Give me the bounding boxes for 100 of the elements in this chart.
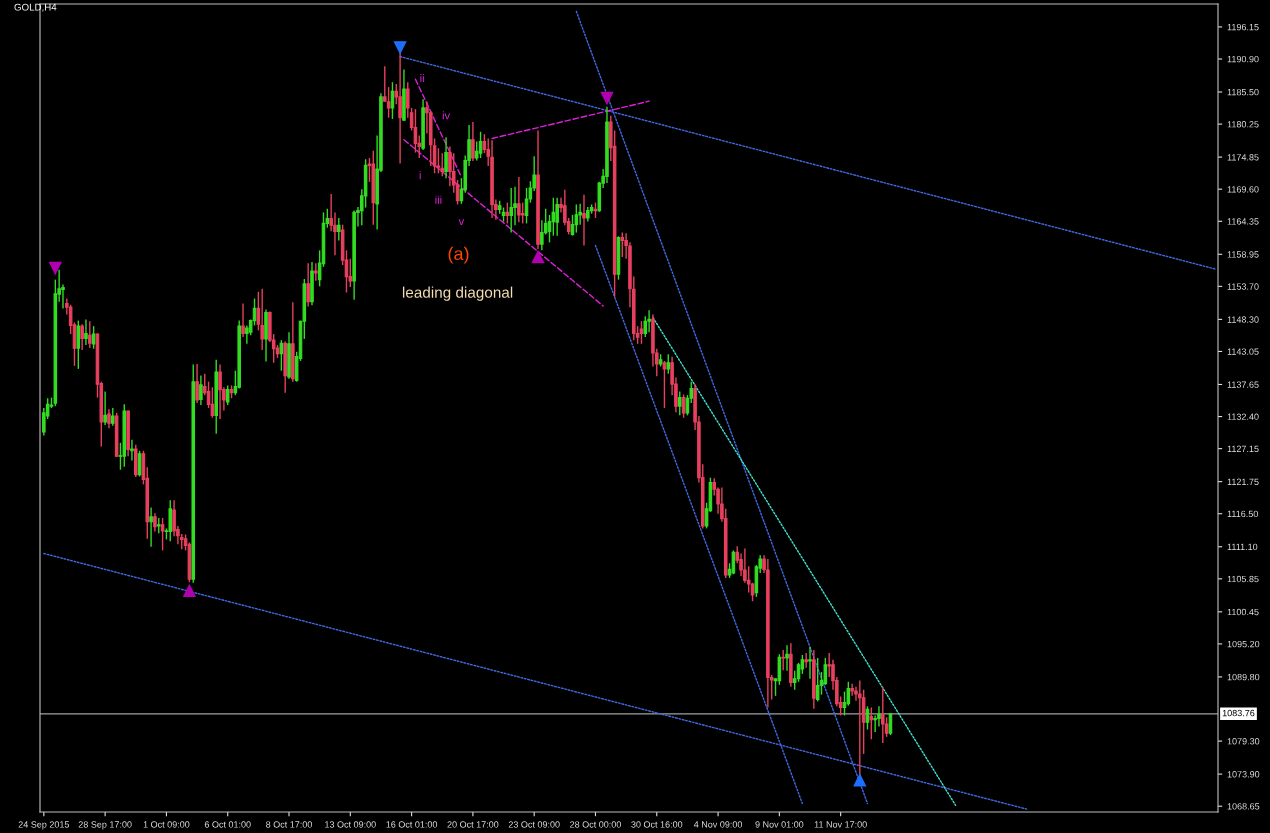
annotation: leading diagonal <box>402 286 513 301</box>
candlestick <box>505 201 510 225</box>
candlestick <box>168 499 173 542</box>
x-tick-label: 30 Oct 16:00 <box>631 821 683 828</box>
candlestick <box>804 652 808 669</box>
x-tick-label: 16 Oct 01:00 <box>386 821 438 828</box>
candlestick <box>520 201 525 225</box>
x-tick-label: 20 Oct 17:00 <box>447 821 499 828</box>
candlestick <box>76 319 81 370</box>
x-tick-label: 24 Sep 2015 <box>18 821 70 830</box>
y-tick-label: 1174.85 <box>1227 154 1259 161</box>
point <box>531 250 545 264</box>
annotation: v <box>458 219 465 226</box>
candlestick <box>107 408 111 429</box>
y-tick-label: 1116.50 <box>1227 510 1258 518</box>
x-tick-label: 1 Oct 09:00 <box>143 821 190 828</box>
point <box>49 261 62 275</box>
candlestick <box>103 390 107 426</box>
candlestick <box>517 176 521 223</box>
x-tick-label: 8 Oct 17:00 <box>266 821 312 828</box>
x-tick-label: 23 Oct 09:00 <box>508 821 560 828</box>
candlestick <box>582 193 586 247</box>
candlestick <box>815 657 820 703</box>
candlestick <box>620 231 625 258</box>
candlestick <box>149 506 153 548</box>
candlestick <box>666 353 671 375</box>
candlestick <box>130 439 134 462</box>
candlestick <box>314 262 318 282</box>
candlestick <box>881 686 885 744</box>
candlestick <box>225 384 230 406</box>
candlestick <box>386 86 391 119</box>
candlestick <box>80 323 84 351</box>
candlestick <box>241 302 245 338</box>
y-tick-label: 1121.75 <box>1227 478 1259 486</box>
y-tick-label: 1137.65 <box>1227 381 1259 388</box>
y-tick-label: 1185.50 <box>1227 88 1259 96</box>
x-tick-label: 28 Sep 17:00 <box>78 821 132 830</box>
y-tick-label: 1079.30 <box>1227 738 1260 745</box>
y-tick-label: 1089.80 <box>1227 673 1260 681</box>
candlestick <box>471 121 475 162</box>
y-tick-label: 1105.85 <box>1227 575 1259 583</box>
candlestick <box>827 652 831 678</box>
y-tick-label: 1111.10 <box>1227 543 1258 551</box>
candlestick <box>781 649 785 671</box>
candlestick <box>677 390 682 417</box>
candlestick <box>574 203 579 234</box>
y-tick-label: 1143.05 <box>1227 348 1259 355</box>
x-tick-label: 4 Nov 09:00 <box>693 821 743 828</box>
y-tick-label: 1180.25 <box>1227 121 1259 128</box>
candlestick <box>260 288 264 351</box>
candlestick <box>440 152 445 178</box>
annotation: ii <box>420 74 424 83</box>
candlestick <box>88 320 92 349</box>
candlestick <box>785 644 789 672</box>
x-tick-label: 28 Oct 00:00 <box>570 821 621 828</box>
point <box>600 91 614 105</box>
chart-title: GOLD,H4 <box>14 3 57 12</box>
candlestick <box>306 262 310 308</box>
candlestick <box>195 363 199 404</box>
candlestick <box>444 136 448 179</box>
candlestick <box>858 679 862 777</box>
y-tick-label: 1158.95 <box>1227 251 1259 258</box>
y-tick-label: 1148.30 <box>1227 316 1259 323</box>
candlestick <box>884 716 889 738</box>
y-tick-label: 1169.60 <box>1227 186 1259 193</box>
candlestick <box>509 187 513 234</box>
x-tick-label: 9 Nov 01:00 <box>755 821 804 828</box>
ref-line-label: 1083.76 <box>1222 709 1255 717</box>
candlestick <box>808 646 812 680</box>
candlestick <box>555 197 559 237</box>
y-tick-label: 1196.15 <box>1227 23 1259 31</box>
candlestick <box>218 363 222 420</box>
y-tick-label: 1153.70 <box>1227 283 1259 290</box>
candlestick <box>84 318 88 346</box>
candlestick <box>436 147 441 174</box>
y-tick-label: 1164.35 <box>1227 218 1259 225</box>
y-tick-label: 1095.20 <box>1227 640 1260 648</box>
candlestick <box>398 52 402 165</box>
candlestick <box>337 217 341 242</box>
y-tick-label: 1190.90 <box>1227 55 1259 63</box>
candlestick <box>877 705 881 728</box>
candlestick <box>153 512 157 533</box>
candlestick <box>850 682 854 697</box>
x-tick-label: 6 Oct 01:00 <box>204 821 251 828</box>
candlestick <box>662 360 667 409</box>
annotation: (a) <box>448 246 469 264</box>
y-tick-label: 1132.40 <box>1227 413 1259 420</box>
candlestick <box>647 309 651 333</box>
y-tick-label: 1127.15 <box>1227 445 1259 452</box>
y-tick-label: 1068.65 <box>1227 803 1260 810</box>
candlestick <box>869 706 874 740</box>
candlestick <box>777 653 782 686</box>
y-tick-label: 1100.45 <box>1227 608 1259 616</box>
annotation: iv <box>442 111 451 120</box>
candlestick <box>199 374 203 406</box>
point <box>183 584 196 597</box>
x-tick-label: 11 Nov 17:00 <box>814 821 867 828</box>
annotation: iii <box>435 195 442 204</box>
annotation: i <box>419 171 421 180</box>
point <box>393 41 407 54</box>
